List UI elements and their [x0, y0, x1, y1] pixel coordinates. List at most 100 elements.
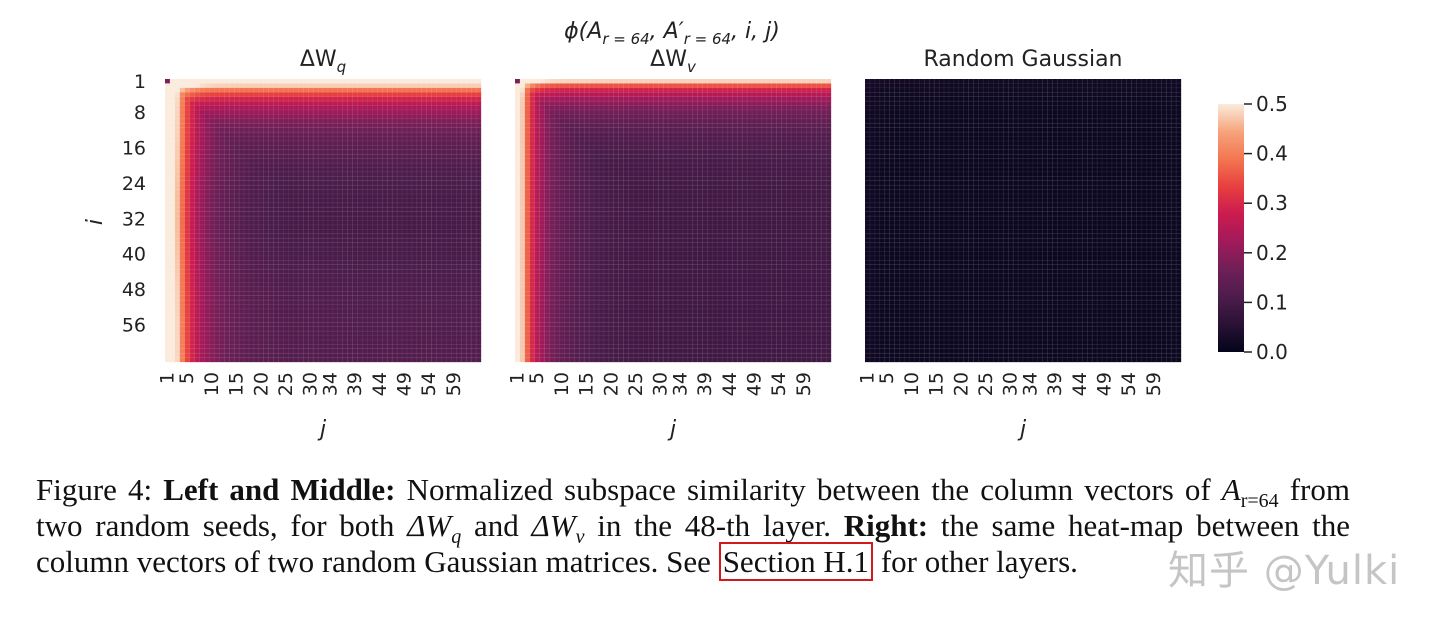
heatmap-cell [529, 92, 535, 97]
heatmap-cell [456, 264, 462, 270]
heatmap-cell [189, 304, 195, 310]
heatmap-cell [332, 118, 338, 124]
heatmap-cell [436, 238, 442, 243]
heatmap-cell [801, 87, 807, 93]
heatmap-cell [387, 145, 393, 150]
heatmap-cell [214, 132, 220, 137]
heatmap-cell [643, 118, 649, 124]
heatmap-cell [421, 185, 427, 190]
heatmap-cell [253, 357, 259, 363]
heatmap-cell [539, 114, 545, 119]
heatmap-cell [337, 331, 343, 336]
heatmap-cell [278, 145, 284, 150]
heatmap-cell [253, 335, 259, 341]
heatmap-cell [382, 123, 388, 128]
heatmap-cell [574, 132, 580, 137]
heatmap-cell [367, 171, 373, 177]
heatmap-cell [308, 83, 314, 88]
heatmap-cell [362, 198, 368, 203]
heatmap-cell [451, 282, 457, 287]
heatmap-cell [194, 123, 200, 128]
heatmap-cell [633, 105, 639, 111]
heatmap-cell [293, 353, 299, 358]
heatmap-cell [258, 286, 264, 292]
heatmap-cell [337, 79, 343, 84]
heatmap-cell [337, 176, 343, 181]
heatmap-cell [367, 118, 373, 124]
heatmap-cell [431, 171, 437, 177]
heatmap-cell [313, 339, 319, 345]
heatmap-cell [234, 220, 240, 226]
heatmap-cell [821, 105, 827, 111]
heatmap-cell [397, 277, 403, 283]
heatmap-cell [308, 145, 314, 150]
heatmap-cell [244, 176, 250, 181]
heatmap-cell [436, 127, 442, 133]
heatmap-cell [194, 255, 200, 261]
heatmap-cell [298, 154, 304, 159]
heatmap-cell [189, 185, 195, 190]
heatmap-cell [402, 96, 408, 102]
heatmap-cell [184, 96, 190, 102]
heatmap-cell [189, 140, 195, 146]
heatmap-cell [268, 295, 274, 301]
heatmap-cell [229, 216, 235, 221]
heatmap-cell [377, 326, 383, 332]
heatmap-cell [165, 118, 171, 124]
heatmap-cell [821, 127, 827, 133]
heatmap-cell [273, 291, 279, 296]
heatmap-cell [239, 140, 245, 146]
heatmap-cell [416, 317, 422, 323]
heatmap-cell [298, 136, 304, 142]
heatmap-cell [618, 127, 624, 133]
heatmap-cell [431, 247, 437, 252]
heatmap-cell [796, 92, 802, 97]
heatmap-cell [357, 202, 363, 208]
heatmap-cell [268, 251, 274, 257]
heatmap-cell [402, 348, 408, 354]
heatmap-cell [199, 326, 205, 332]
heatmap-cell [184, 286, 190, 292]
heatmap-cell [436, 331, 442, 336]
heatmap-cell [569, 114, 575, 119]
heatmap-cell [332, 335, 338, 341]
heatmap-cell [263, 233, 269, 239]
heatmap-cell [697, 105, 703, 111]
heatmap-cell [283, 308, 289, 314]
heatmap-cell [431, 282, 437, 287]
heatmap-cell [362, 313, 368, 318]
heatmap-cell [229, 308, 235, 314]
heatmap-cell [357, 193, 363, 199]
heatmap-cell [372, 317, 378, 323]
heatmap-cell [323, 348, 329, 354]
heatmap-cell [204, 118, 210, 124]
heatmap-cell [466, 185, 472, 190]
heatmap-cell [323, 260, 329, 265]
heatmap-cell [377, 114, 383, 119]
heatmap-cell [406, 300, 413, 305]
heatmap-cell [461, 220, 467, 226]
heatmap-cell [766, 132, 772, 137]
heatmap-cell [598, 87, 605, 93]
heatmap-cell [204, 308, 210, 314]
heatmap-cell [263, 145, 269, 150]
heatmap-cell [189, 83, 195, 88]
heatmap-cell [416, 233, 422, 239]
heatmap-cell [392, 105, 398, 111]
heatmap-cell [248, 353, 255, 358]
heatmap-cell [229, 105, 235, 111]
heatmap-cell [402, 326, 408, 332]
heatmap-cell [244, 238, 250, 243]
heatmap-cell [727, 87, 733, 93]
heatmap-cell [337, 154, 343, 159]
heatmap-cell [244, 224, 250, 230]
heatmap-cell [313, 180, 319, 186]
heatmap-cell [372, 282, 378, 287]
heatmap-cell [298, 189, 304, 195]
heatmap-cell [539, 105, 545, 111]
heatmap-cell [411, 242, 417, 248]
heatmap-cell [303, 193, 309, 199]
heatmap-cell [826, 109, 832, 115]
heatmap-cell [165, 176, 171, 181]
heatmap-cell [342, 313, 348, 318]
